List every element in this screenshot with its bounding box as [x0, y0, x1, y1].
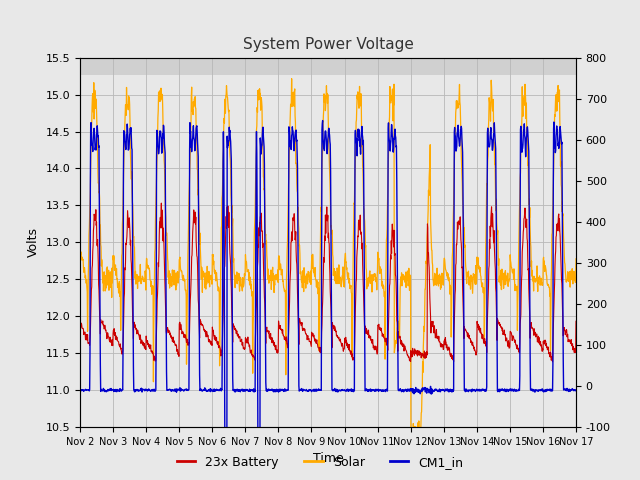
- CM1_in: [405, 386, 413, 392]
- Solar: [186, 149, 194, 155]
- X-axis label: Time: Time: [312, 453, 344, 466]
- 23x Battery: [187, 290, 195, 296]
- Solar: [288, 76, 296, 82]
- Solar: [413, 442, 420, 447]
- Bar: [80, 58, 576, 74]
- CM1_in: [319, 118, 326, 123]
- 23x Battery: [405, 354, 413, 360]
- 23x Battery: [175, 350, 182, 356]
- Solar: [242, 257, 250, 263]
- Solar: [76, 238, 84, 244]
- Solar: [514, 300, 522, 306]
- Solar: [470, 275, 478, 280]
- Line: CM1_in: CM1_in: [80, 120, 576, 480]
- Legend: 23x Battery, Solar, CM1_in: 23x Battery, Solar, CM1_in: [172, 451, 468, 474]
- CM1_in: [470, 387, 478, 393]
- CM1_in: [242, 388, 250, 394]
- 23x Battery: [513, 346, 521, 352]
- Y-axis label: Volts: Volts: [27, 228, 40, 257]
- Line: 23x Battery: 23x Battery: [80, 203, 576, 362]
- CM1_in: [76, 386, 84, 392]
- CM1_in: [174, 387, 182, 393]
- Solar: [572, 256, 580, 262]
- Title: System Power Voltage: System Power Voltage: [243, 37, 413, 52]
- 23x Battery: [157, 200, 165, 206]
- 23x Battery: [470, 346, 477, 351]
- 23x Battery: [572, 318, 580, 324]
- 23x Battery: [548, 359, 556, 365]
- Solar: [174, 280, 182, 286]
- 23x Battery: [243, 336, 250, 342]
- Solar: [405, 265, 413, 271]
- CM1_in: [572, 388, 580, 394]
- CM1_in: [186, 130, 194, 136]
- Line: Solar: Solar: [80, 79, 576, 444]
- 23x Battery: [76, 321, 84, 327]
- CM1_in: [514, 388, 522, 394]
- Bar: [80, 74, 576, 427]
